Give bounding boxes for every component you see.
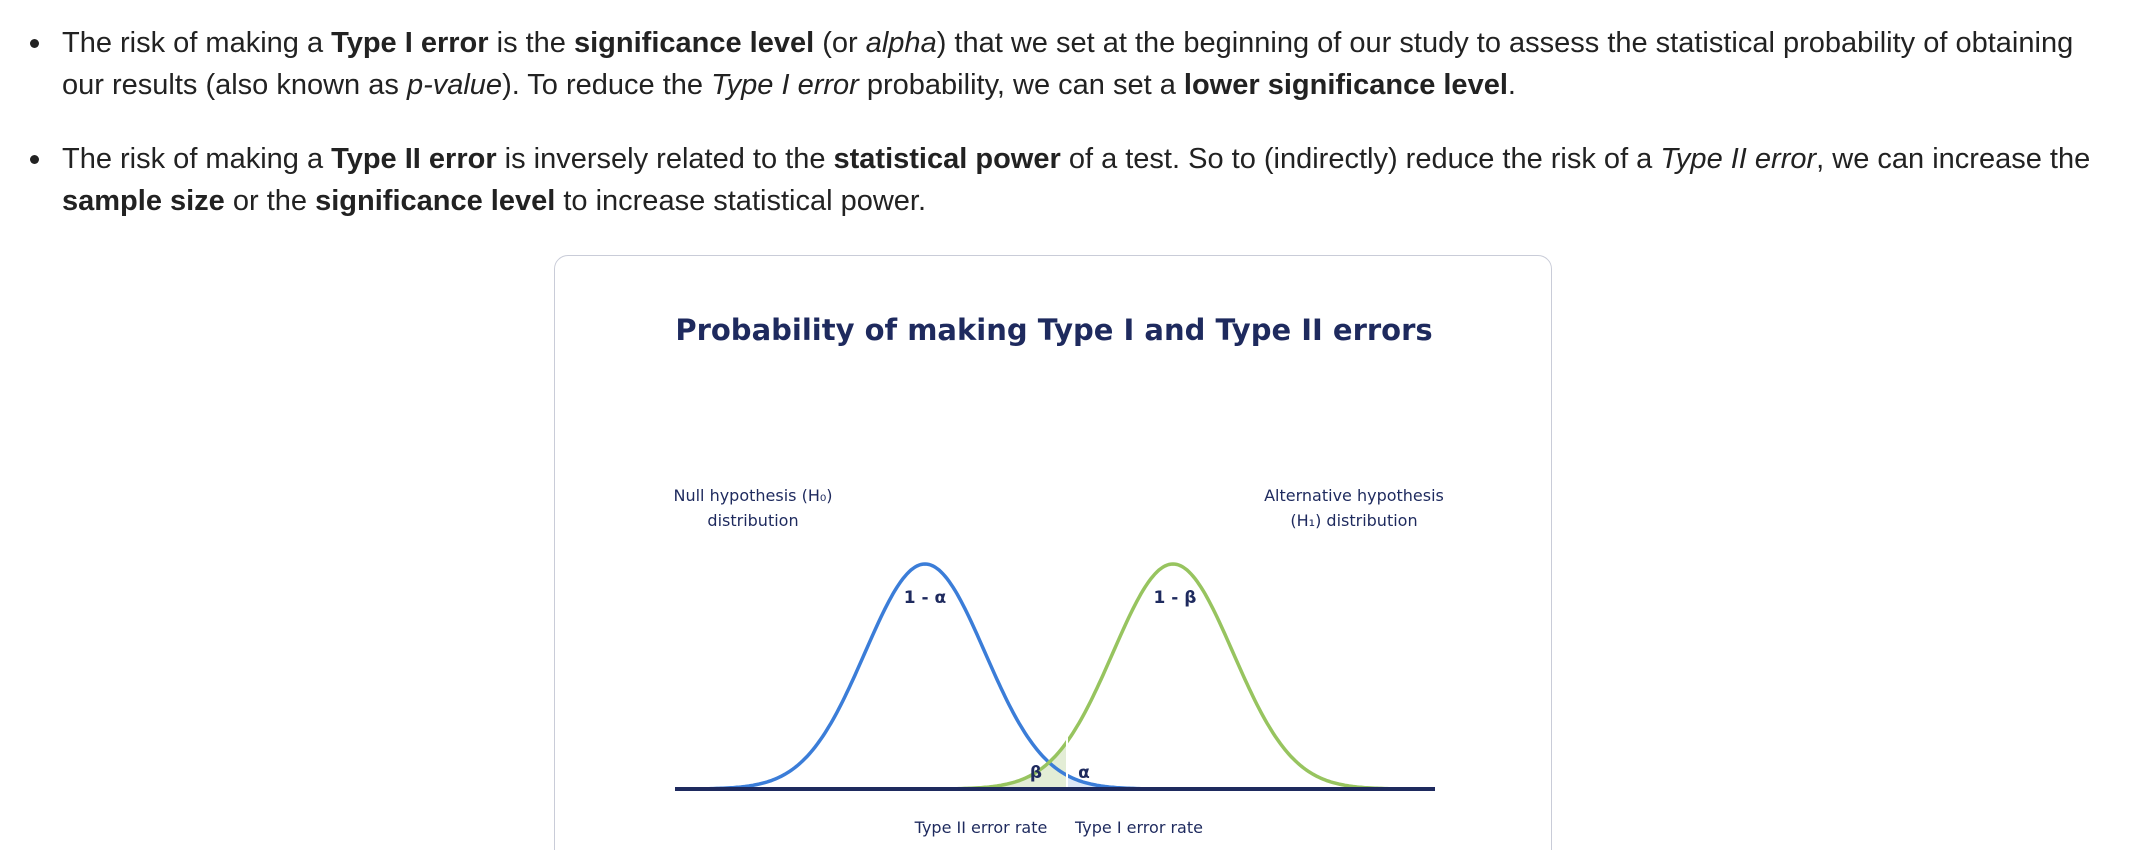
text-segment: alpha <box>865 27 937 59</box>
text-segment: statistical power <box>833 143 1061 175</box>
type-1-error-rate-label: Type I error rate <box>1074 818 1203 837</box>
text-segment: . <box>1507 69 1516 101</box>
null-label-line-2: distribution <box>707 511 798 530</box>
text-segment: Type I error <box>331 27 489 59</box>
alt-area-label: 1 - β <box>1154 588 1197 608</box>
beta-label: β <box>1030 763 1042 783</box>
text-segment: significance level <box>315 185 556 217</box>
text-segment: The risk of making a <box>62 143 332 175</box>
text-segment: ) that we set at the beginning of our st… <box>62 27 2074 101</box>
text-segment: ). To reduce the <box>502 69 712 101</box>
text-segment: Type I error <box>711 69 859 101</box>
bullet-item-type-2-error: The risk of making a Type II error is in… <box>30 138 2092 222</box>
null-label-line-1: Null hypothesis (H₀) <box>673 486 832 505</box>
figure-title: Probability of making Type I and Type II… <box>675 313 1432 347</box>
text-segment: significance level <box>574 27 815 59</box>
bullet-item-type-1-error: The risk of making a Type I error is the… <box>30 22 2092 106</box>
figure-card: Probability of making Type I and Type II… <box>554 255 1552 850</box>
text-segment: Type II error <box>1660 143 1817 175</box>
text-segment: p-value <box>406 69 503 101</box>
error-distributions-figure: Probability of making Type I and Type II… <box>673 313 1444 837</box>
text-segment: (or <box>814 27 866 59</box>
bullet-dot <box>30 155 39 164</box>
alt-label-line-1: Alternative hypothesis <box>1264 486 1444 505</box>
alpha-label: α <box>1078 763 1090 783</box>
bullet-text: The risk of making a Type II error is in… <box>62 143 2090 217</box>
text-segment: is the <box>488 27 574 59</box>
text-segment: probability, we can set a <box>858 69 1184 101</box>
text-segment: lower significance level <box>1183 69 1508 101</box>
null-area-label: 1 - α <box>904 588 946 608</box>
text-segment: to increase statistical power. <box>555 185 927 217</box>
text-segment: Type II error <box>331 143 497 175</box>
text-segment: , we can increase the <box>1816 143 2091 175</box>
bullet-dot <box>30 39 39 48</box>
text-segment: or the <box>224 185 316 217</box>
bullet-text: The risk of making a Type I error is the… <box>62 27 2073 101</box>
type-2-error-rate-label: Type II error rate <box>914 818 1048 837</box>
text-segment: is inversely related to the <box>496 143 834 175</box>
text-segment: The risk of making a <box>62 27 332 59</box>
alt-label-line-2: (H₁) distribution <box>1290 511 1417 530</box>
beta-area <box>895 741 1067 789</box>
text-segment: sample size <box>62 185 225 217</box>
text-segment: of a test. So to (indirectly) reduce the… <box>1060 143 1661 175</box>
